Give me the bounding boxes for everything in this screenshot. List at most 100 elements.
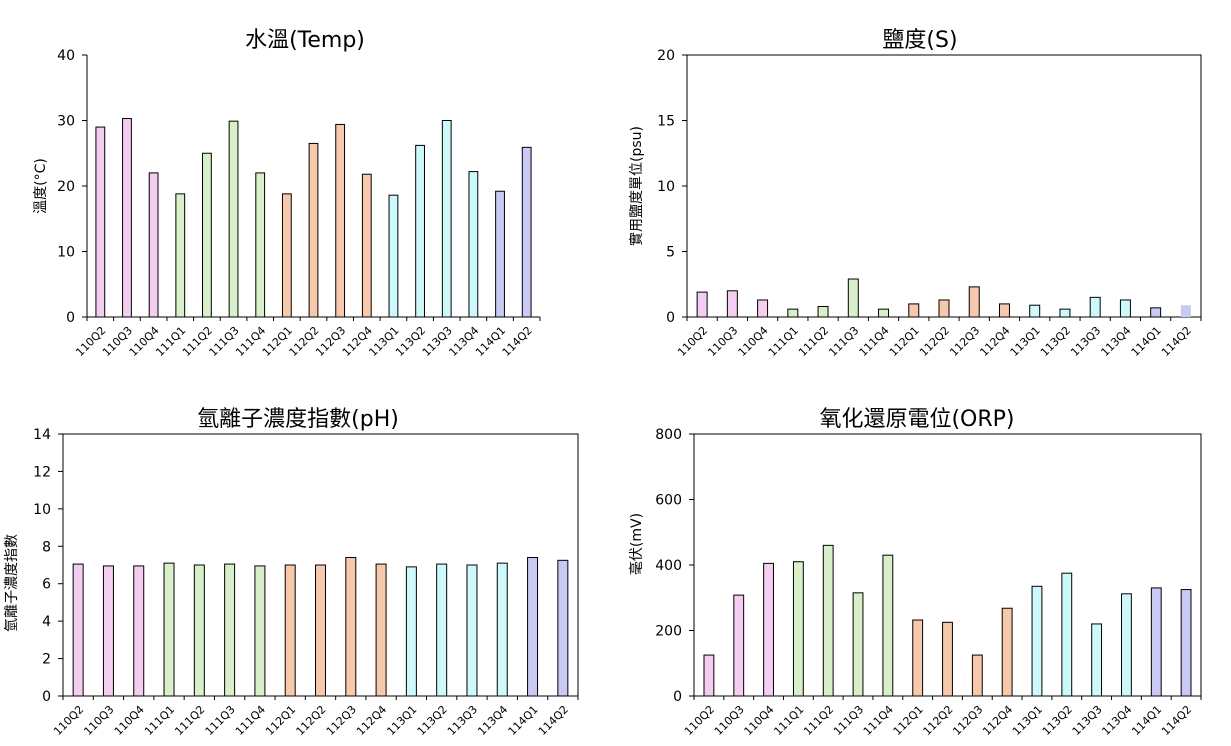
bar <box>1031 585 1043 697</box>
bar <box>415 144 425 318</box>
x-tick-label: 113Q2 <box>1038 324 1073 359</box>
x-tick-label: 114Q1 <box>1129 324 1164 359</box>
x-tick-label: 111Q1 <box>142 703 177 738</box>
y-tick-label: 30 <box>57 114 75 130</box>
chart-title: 氫離子濃度指數(pH) <box>197 407 399 432</box>
x-tick-label: 111Q4 <box>861 703 896 738</box>
bar <box>726 290 738 318</box>
x-tick-label: 114Q1 <box>1129 703 1164 738</box>
bar <box>335 123 346 318</box>
x-tick-label: 114Q2 <box>1159 324 1194 359</box>
plot-frame <box>686 54 1202 318</box>
x-tick-label: 111Q2 <box>801 703 836 738</box>
x-tick-label: 110Q3 <box>81 703 116 738</box>
bar <box>703 654 715 697</box>
x-tick-label: 111Q1 <box>766 324 801 359</box>
y-tick-label: 800 <box>655 427 682 443</box>
x-tick-label: 114Q2 <box>500 324 535 359</box>
bar <box>281 193 292 318</box>
bar <box>495 190 505 318</box>
x-tick-label: 112Q4 <box>977 324 1012 359</box>
y-tick-label: 15 <box>657 114 675 130</box>
chart-3: 氫離子濃度指數(pH)氫離子濃度指數02468101214110Q2110Q31… <box>3 407 579 738</box>
x-tick-label: 112Q1 <box>887 324 922 359</box>
bar <box>968 286 980 318</box>
bar <box>763 562 774 697</box>
bar <box>388 194 399 318</box>
bar <box>878 308 890 318</box>
x-tick-label: 112Q2 <box>921 703 956 738</box>
bar <box>822 544 834 697</box>
x-tick-label: 111Q4 <box>233 703 268 738</box>
x-tick-label: 112Q2 <box>917 324 952 359</box>
chart-1: 水溫(Temp)溫度(°C)010203040110Q2110Q3110Q411… <box>33 28 541 359</box>
x-tick-label: 112Q3 <box>950 703 985 738</box>
bar <box>912 619 924 697</box>
x-tick-label: 110Q4 <box>742 703 777 738</box>
bar <box>202 152 212 318</box>
y-tick-label: 20 <box>57 179 75 195</box>
bar <box>308 142 319 318</box>
y-tick-label: 10 <box>57 245 75 261</box>
bar <box>361 173 372 318</box>
chart-title: 水溫(Temp) <box>245 28 365 53</box>
bar <box>163 562 175 697</box>
y-tick-label: 5 <box>666 245 675 261</box>
bar <box>787 308 799 318</box>
bar <box>436 563 448 697</box>
bar <box>315 564 326 697</box>
bar <box>466 564 478 697</box>
y-tick-label: 12 <box>33 464 51 480</box>
y-tick-label: 400 <box>655 558 682 574</box>
bar <box>1091 623 1103 697</box>
bar <box>133 565 145 697</box>
x-tick-label: 111Q4 <box>857 324 892 359</box>
x-tick-label: 111Q3 <box>831 703 866 738</box>
x-tick-label: 112Q3 <box>324 703 359 738</box>
y-tick-label: 10 <box>657 179 675 195</box>
bar <box>1001 607 1013 697</box>
bar <box>496 562 508 697</box>
bar <box>193 564 205 697</box>
bar <box>792 561 804 697</box>
bar <box>971 654 983 697</box>
bar <box>1180 589 1192 697</box>
bar <box>1121 593 1132 697</box>
bar <box>1119 299 1131 318</box>
y-tick-label: 2 <box>42 652 51 668</box>
y-axis-label: 氫離子濃度指數 <box>3 534 20 632</box>
bar <box>1029 304 1041 318</box>
chart-title: 氧化還原電位(ORP) <box>819 407 1014 432</box>
y-axis-label: 實用鹽度單位(psu) <box>628 126 645 246</box>
bar <box>733 594 745 697</box>
y-tick-label: 4 <box>42 614 51 630</box>
bar <box>1089 296 1101 318</box>
x-tick-label: 112Q2 <box>294 703 329 738</box>
x-tick-label: 111Q3 <box>203 703 238 738</box>
bar <box>557 559 569 697</box>
x-tick-label: 113Q2 <box>1040 703 1075 738</box>
x-tick-label: 114Q2 <box>536 703 571 738</box>
bar <box>441 120 452 318</box>
x-tick-label: 112Q1 <box>891 703 926 738</box>
y-tick-label: 6 <box>42 577 51 593</box>
bar <box>255 172 266 318</box>
x-tick-label: 113Q4 <box>1098 324 1133 359</box>
x-tick-label: 110Q3 <box>705 324 740 359</box>
x-tick-label: 113Q3 <box>445 703 480 738</box>
bar <box>998 303 1010 318</box>
chart-2: 鹽度(S)實用鹽度單位(psu)05101520110Q2110Q3110Q41… <box>628 28 1202 359</box>
bar <box>345 557 357 697</box>
bar <box>95 126 106 318</box>
y-tick-label: 20 <box>657 48 675 64</box>
bar <box>405 566 417 697</box>
x-tick-label: 110Q2 <box>51 703 86 738</box>
bar <box>468 171 479 318</box>
x-tick-label: 113Q3 <box>1068 324 1103 359</box>
x-tick-label: 110Q4 <box>736 324 771 359</box>
x-tick-label: 111Q3 <box>826 324 861 359</box>
y-tick-label: 8 <box>42 539 51 555</box>
y-axis-label: 溫度(°C) <box>33 158 49 214</box>
bar <box>942 621 953 697</box>
